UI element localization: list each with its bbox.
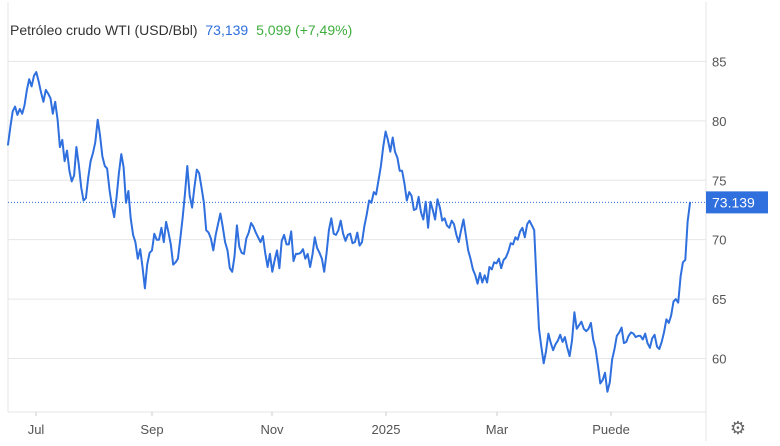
y-tick-label: 85 <box>712 54 726 69</box>
price-tag-bg <box>706 191 768 214</box>
x-tick-label: 2025 <box>372 422 401 437</box>
price-tag: 73.139 <box>706 191 768 214</box>
y-tick-label: 65 <box>712 292 726 307</box>
series-line <box>7 71 691 393</box>
gear-icon[interactable]: ⚙ <box>729 418 747 438</box>
y-tick-label: 75 <box>712 173 726 188</box>
series-layer <box>7 71 691 393</box>
y-tick-label: 60 <box>712 352 726 367</box>
y-tick-label: 80 <box>712 114 726 129</box>
axis-layer: 60 65 70 75 80 85 Jul Sep Nov 2025 Mar Puede <box>28 54 727 437</box>
x-tick-label: Jul <box>28 422 45 437</box>
last-price: 73,139 <box>205 22 249 38</box>
x-tick-label: Sep <box>140 422 163 437</box>
chart-header: Petróleo crudo WTI (USD/Bbl) 73,139 5,09… <box>10 22 352 38</box>
grid-layer <box>7 2 707 441</box>
x-tick-label: Mar <box>486 422 509 437</box>
y-tick-label: 70 <box>712 233 726 248</box>
x-tick-label: Puede <box>592 422 630 437</box>
instrument-name: Petróleo crudo WTI (USD/Bbl) <box>10 22 198 38</box>
price-tag-label: 73.139 <box>712 194 755 210</box>
x-tick-label: Nov <box>260 422 284 437</box>
price-change: 5,099 (+7,49%) <box>256 22 353 38</box>
